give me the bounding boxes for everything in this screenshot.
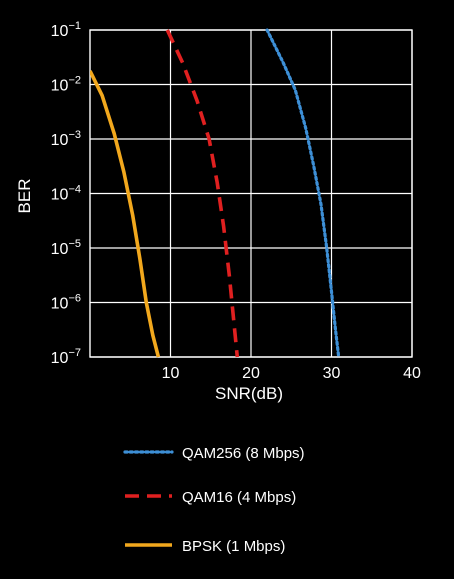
y-tick-label: 10−6 [51, 293, 81, 313]
x-tick-label: 40 [403, 365, 421, 382]
y-tick-label: 10−2 [51, 75, 81, 95]
legend-label-1: QAM16 (4 Mbps) [182, 489, 296, 506]
y-tick-label: 10−4 [51, 184, 81, 204]
y-tick-label: 10−3 [51, 129, 81, 149]
x-tick-label: 30 [323, 365, 341, 382]
series-line-0 [265, 28, 341, 359]
legend-label-2: BPSK (1 Mbps) [182, 538, 285, 555]
y-tick-label: 10−7 [51, 347, 81, 367]
plot-frame [89, 29, 413, 358]
x-axis-label: SNR(dB) [215, 384, 283, 403]
x-tick-label: 20 [242, 365, 260, 382]
legend-label-0: QAM256 (8 Mbps) [182, 445, 305, 462]
y-tick-label: 10−1 [51, 20, 81, 40]
y-tick-label: 10−5 [51, 238, 81, 258]
series-line-2 [90, 70, 161, 358]
y-axis-label: BER [15, 179, 34, 214]
x-tick-label: 10 [162, 365, 180, 382]
series-line-1 [165, 29, 240, 358]
